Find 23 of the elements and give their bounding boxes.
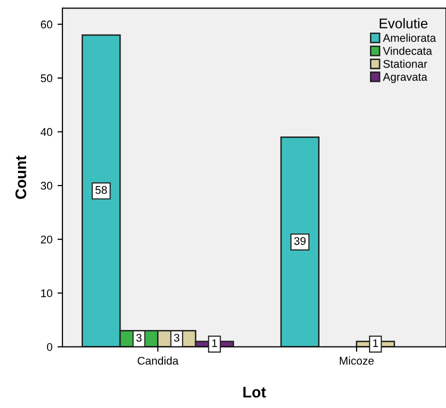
- x-tick-label: Micoze: [340, 356, 374, 365]
- x-tick-label: Candida: [138, 356, 179, 365]
- x-axis-title: Lot: [243, 386, 266, 398]
- legend-label: Vindecata: [382, 46, 432, 55]
- data-label: 3: [174, 334, 180, 342]
- y-tick-label: 10: [41, 289, 52, 298]
- bar: [280, 136, 320, 347]
- y-tick-label: 30: [40, 182, 52, 190]
- y-tick-label: 0: [46, 343, 52, 351]
- y-tick-label: 20: [40, 236, 52, 244]
- data-label: 3: [136, 334, 142, 342]
- data-label: 1: [373, 339, 378, 347]
- y-tick-label: 60: [40, 20, 52, 28]
- legend-label: Agravata: [382, 73, 428, 83]
- legend-title: Evolutie: [380, 18, 428, 28]
- legend-label: Stationar: [383, 60, 428, 68]
- y-tick-label: 40: [40, 128, 52, 136]
- y-tick-label: 50: [40, 74, 52, 82]
- y-axis-title: Count: [15, 156, 26, 199]
- legend-label: Ameliorata: [382, 34, 436, 42]
- data-label: 1: [212, 339, 218, 347]
- data-label: 58: [95, 186, 107, 194]
- data-label: 39: [294, 237, 306, 245]
